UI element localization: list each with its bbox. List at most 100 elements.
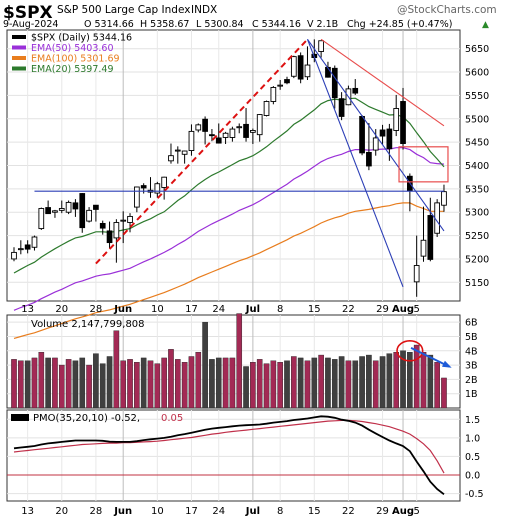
- volume-bar: [31, 357, 38, 409]
- x-tick-label: Aug: [392, 304, 414, 315]
- pmo-signal-value: 0.05: [161, 413, 183, 424]
- ema50-line: [13, 147, 445, 311]
- volume-bar: [243, 366, 249, 409]
- x-tick-label: Jun: [113, 304, 132, 315]
- candle-body: [181, 150, 188, 155]
- quote-date: 9-Aug-2024: [3, 19, 58, 30]
- y-axis-labels: 5150 5200 5250 5300 5350 5400 5450 5500 5550 5600…: [465, 44, 489, 500]
- volume-bar: [263, 363, 270, 409]
- pmo-legend-label: PMO(35,20,10) -0.52,: [33, 413, 140, 424]
- volume-bar: [11, 359, 17, 409]
- x-tick-label: 17: [185, 506, 198, 517]
- pmo-tick-label: -0.5: [465, 489, 484, 500]
- volume-bar: [400, 350, 406, 409]
- x-tick-label: 15: [308, 304, 321, 315]
- candle-body: [127, 215, 133, 223]
- volume-bar: [420, 352, 427, 409]
- volume-bar: [325, 357, 331, 409]
- price-tick-label: 5250: [465, 231, 489, 242]
- candle-body: [174, 149, 181, 152]
- candle-body: [24, 244, 31, 250]
- volume-bar: [331, 359, 338, 409]
- volume-bar: [188, 356, 195, 409]
- pmo-tick-label: 0.0: [465, 471, 480, 482]
- annotations: [34, 38, 452, 368]
- legend-swatch: [12, 45, 26, 50]
- volume-bar: [229, 357, 236, 409]
- quote-change: Chg +24.85 (+0.47%): [347, 19, 452, 30]
- candle-body: [400, 101, 406, 144]
- candle-body: [352, 87, 359, 94]
- x-tick-label: 13: [21, 304, 34, 315]
- candle-body: [113, 222, 120, 239]
- volume-bar: [256, 359, 263, 409]
- candle-body: [99, 222, 106, 229]
- pmo-marks: [7, 415, 460, 496]
- price-tick-label: 5650: [465, 44, 489, 55]
- x-tick-label: 5: [413, 304, 419, 315]
- price-tick-label: 5550: [465, 91, 489, 102]
- trendline: [306, 39, 404, 288]
- candle-body: [250, 130, 256, 133]
- candle-body: [229, 128, 236, 138]
- candle-body: [188, 130, 195, 151]
- quote-close: C 5344.16: [252, 19, 301, 30]
- volume-tick-label: 3B: [465, 361, 478, 372]
- ticker-symbol: $SPX: [3, 3, 53, 23]
- volume-bar: [236, 313, 243, 409]
- volume-bar: [291, 356, 297, 409]
- volume-bar: [106, 356, 113, 409]
- pmo-tick-label: 0.5: [465, 452, 480, 463]
- candle-body: [236, 126, 243, 129]
- legend-label: EMA(20) 5397.49: [31, 64, 114, 75]
- volume-arrow-shaft: [410, 347, 450, 368]
- watermark: @StockCharts.com: [397, 4, 497, 16]
- candle-body: [304, 64, 311, 78]
- pmo-legend-swatch: [11, 414, 29, 421]
- x-tick-label: 10: [151, 506, 164, 517]
- quote-open: O 5314.66: [84, 19, 134, 30]
- legend-swatch: [12, 35, 26, 39]
- exchange-label: INDX: [191, 4, 217, 16]
- candle-body: [318, 40, 324, 52]
- candle-body: [120, 219, 127, 222]
- volume-bar: [379, 356, 386, 409]
- price-tick-label: 5500: [465, 114, 489, 125]
- pmo-legend: PMO(35,20,10) -0.52, 0.05: [11, 413, 183, 424]
- x-tick-label: 24: [212, 304, 225, 315]
- candle-body: [106, 230, 113, 244]
- candle-body: [393, 108, 400, 131]
- volume-bar: [120, 360, 126, 409]
- candle-body: [379, 129, 386, 137]
- candle-body: [215, 137, 222, 144]
- volume-bar: [24, 360, 31, 409]
- volume-bar: [284, 360, 290, 409]
- x-tick-label: 24: [212, 506, 225, 517]
- volume-tick-label: 1B: [465, 389, 478, 400]
- volume-bar: [209, 359, 215, 409]
- volume-bar: [161, 357, 167, 409]
- candle-body: [52, 210, 58, 213]
- price-tick-label: 5600: [465, 68, 489, 79]
- candle-body: [58, 208, 65, 211]
- candle-body: [93, 204, 99, 210]
- legend-swatch: [12, 66, 26, 71]
- pmo-tick-label: 1.0: [465, 433, 480, 444]
- x-tick-label: 10: [151, 304, 164, 315]
- candle-body: [413, 265, 420, 283]
- candle-body: [45, 207, 51, 215]
- candle-body: [65, 201, 72, 213]
- volume-bar: [297, 357, 304, 409]
- candle-body: [270, 87, 277, 102]
- legend-label: EMA(50) 5403.60: [31, 43, 114, 54]
- x-axis-labels-bottom: 13 20 28 Jun 10 17 24 Jul 8 15 22 29 Aug 5: [21, 506, 420, 517]
- volume-arrow-head: [442, 360, 452, 368]
- candle-body: [366, 151, 372, 167]
- candle-body: [331, 67, 338, 99]
- volume-bar: [202, 321, 208, 409]
- pmo-tick-label: 1.5: [465, 415, 480, 426]
- candle-body: [256, 114, 263, 136]
- volume-bar: [250, 362, 256, 409]
- volume-bar: [147, 360, 154, 409]
